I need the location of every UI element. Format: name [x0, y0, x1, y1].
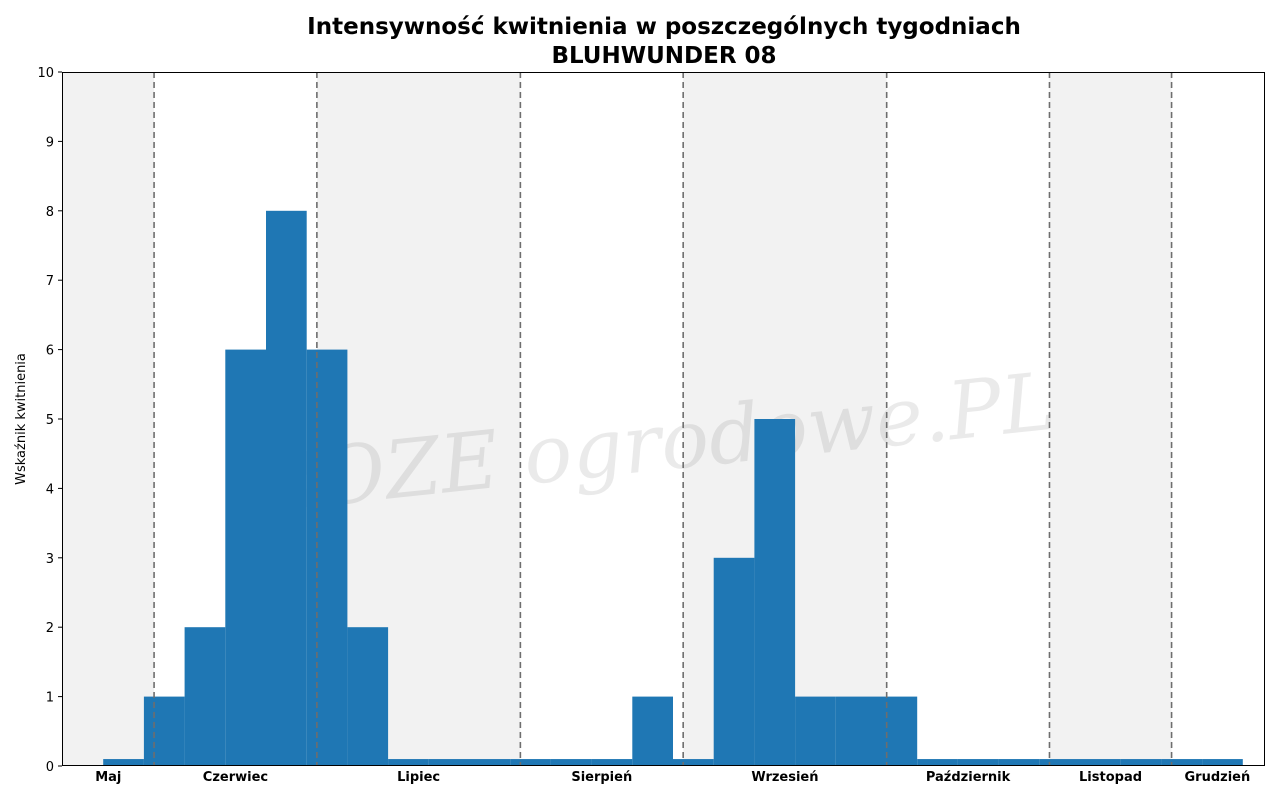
- month-label: Grudzień: [1184, 770, 1250, 785]
- bar: [1161, 759, 1203, 766]
- y-tick-label: 3: [46, 552, 54, 567]
- bar: [510, 759, 551, 766]
- bar: [225, 349, 266, 766]
- month-bands: [62, 72, 1172, 766]
- y-axis: 0 1 2 3 4 5 6 7 8 9 10: [37, 66, 62, 775]
- bar: [306, 349, 348, 766]
- y-tick-label: 4: [46, 482, 54, 497]
- bar: [428, 759, 470, 766]
- bar: [1202, 759, 1243, 766]
- plot-frame: [62, 72, 1265, 766]
- month-label: Listopad: [1079, 770, 1142, 785]
- y-tick-label: 1: [46, 691, 54, 706]
- y-tick-label: 0: [46, 760, 54, 775]
- month-label: Czerwiec: [203, 770, 268, 785]
- bar: [795, 696, 836, 766]
- bar: [998, 759, 1040, 766]
- bar: [388, 759, 429, 766]
- y-tick-label: 7: [46, 274, 54, 289]
- chart-title: Intensywność kwitnienia w poszczególnych…: [307, 14, 1021, 40]
- month-label: Maj: [95, 770, 121, 785]
- bar: [713, 557, 755, 766]
- bar: [673, 759, 714, 766]
- bar: [591, 759, 633, 766]
- y-tick-label: 2: [46, 621, 54, 636]
- month-label: Wrzesień: [751, 770, 818, 785]
- y-axis-label: Wskaźnik kwitnienia: [14, 353, 29, 485]
- month-label: Październik: [926, 770, 1011, 785]
- chart-subtitle: BLUHWUNDER 08: [551, 43, 776, 69]
- bar: [103, 759, 144, 766]
- bar: [266, 210, 307, 767]
- bar: [143, 696, 185, 766]
- y-tick-label: 8: [46, 205, 54, 220]
- bar: [1039, 759, 1080, 766]
- bar: [754, 419, 796, 766]
- bar: [347, 627, 389, 766]
- bar: [957, 759, 999, 766]
- bar: [632, 696, 673, 766]
- bar: [835, 696, 877, 766]
- month-label: Lipiec: [397, 770, 440, 785]
- x-axis-month-labels: Maj Czerwiec Lipiec Sierpień Wrzesień Paździe…: [95, 770, 1250, 785]
- bars: [103, 210, 1243, 767]
- bar: [550, 759, 592, 766]
- y-tick-label: 5: [46, 413, 54, 428]
- month-band: [62, 72, 155, 766]
- bar: [876, 696, 918, 766]
- bar: [1080, 759, 1121, 766]
- y-tick-label: 10: [37, 66, 54, 81]
- y-tick-label: 9: [46, 135, 54, 150]
- bar: [1120, 759, 1162, 766]
- month-label: Sierpień: [571, 770, 632, 785]
- month-dividers: [153, 72, 1173, 766]
- bar: [469, 759, 511, 766]
- y-tick-label: 6: [46, 344, 54, 359]
- month-band: [1049, 72, 1172, 766]
- bar: [917, 759, 958, 766]
- bar: [184, 627, 226, 766]
